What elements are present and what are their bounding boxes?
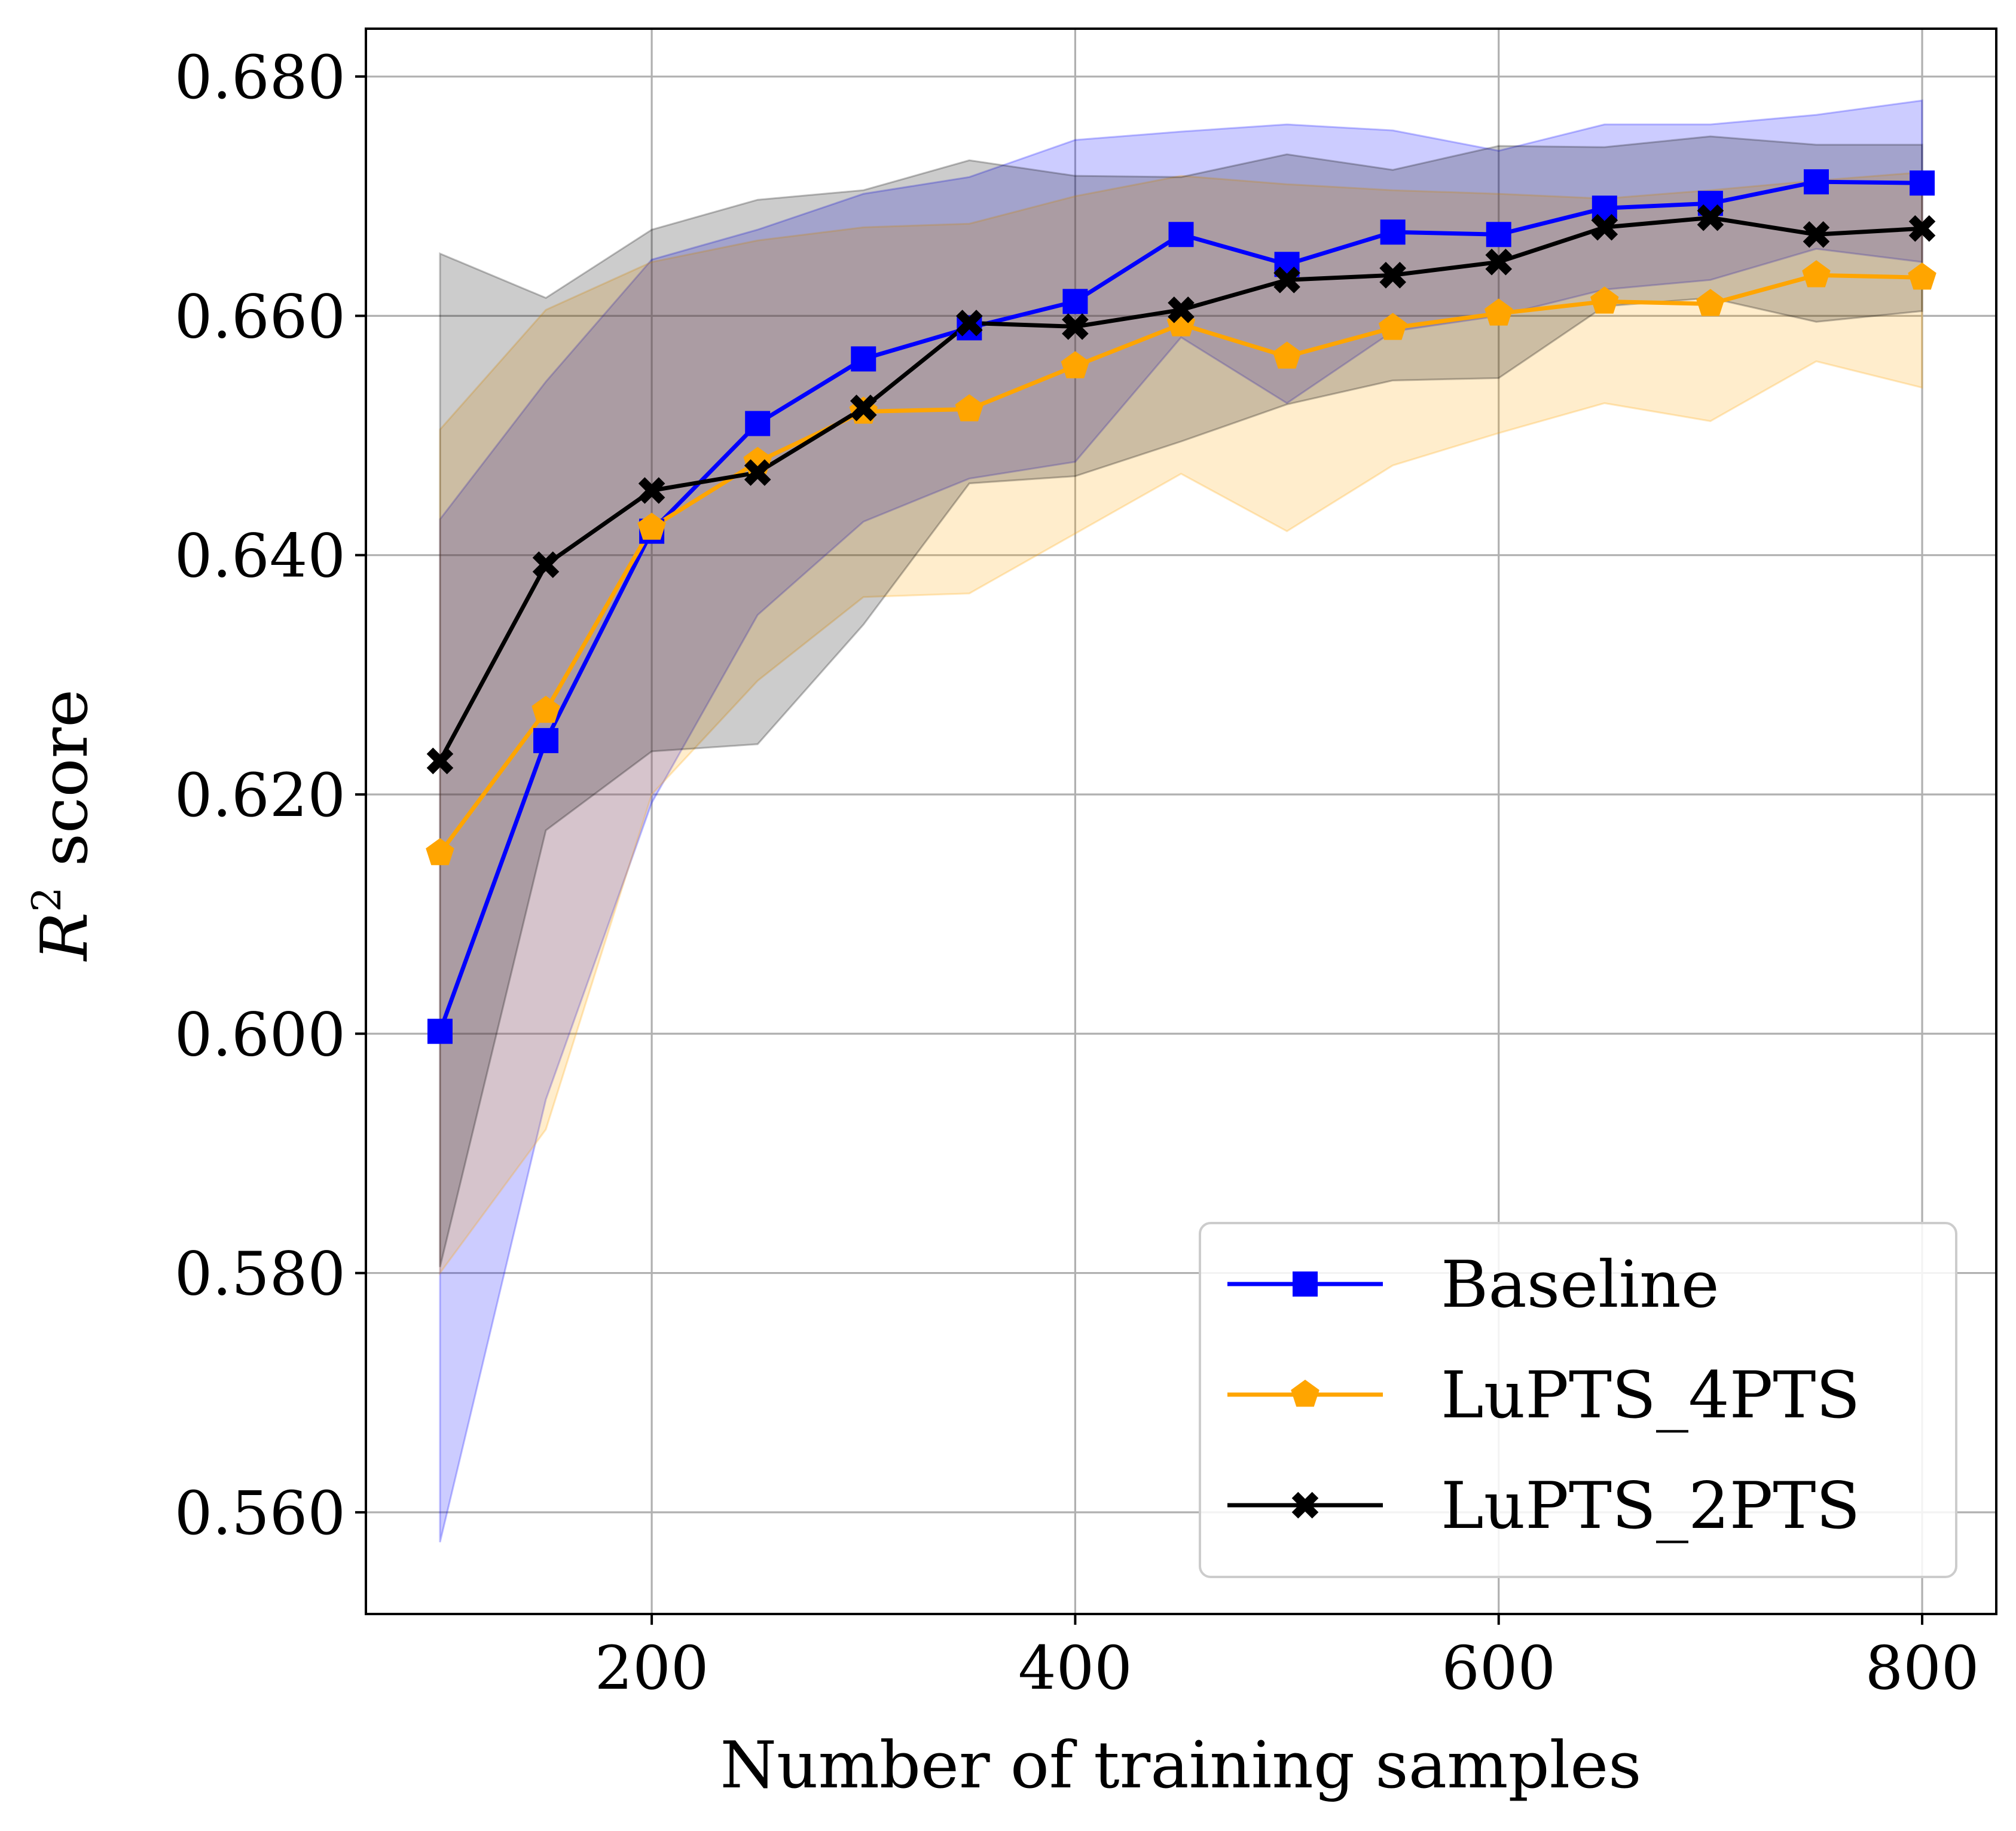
x-axis-ticks: 200 400 600 800 — [595, 1614, 1980, 1703]
band-lupts-4pts — [439, 171, 1923, 1276]
marker-lupts-2pts — [1591, 213, 1618, 241]
marker-lupts-4pts — [1484, 298, 1513, 326]
marker-lupts-2pts — [1273, 267, 1300, 294]
marker-lupts-4pts — [532, 695, 560, 723]
y-axis-ticks: 0.560 0.580 0.600 0.620 0.640 0.660 0.680 — [175, 42, 366, 1548]
legend-entry-lupts-2pts: LuPTS_2PTS — [1227, 1469, 1860, 1543]
marker-lupts-4pts — [1378, 313, 1407, 340]
y-tick-label: 0.560 — [175, 1478, 346, 1548]
marker-baseline — [1168, 222, 1194, 247]
band-baseline — [439, 99, 1923, 1543]
y-tick-label: 0.620 — [175, 760, 346, 830]
marker-baseline — [1803, 169, 1829, 195]
x-tick-label: 400 — [1018, 1633, 1132, 1703]
y-tick-label: 0.600 — [175, 999, 346, 1069]
y-tick-label: 0.640 — [175, 521, 346, 591]
x-tick-label: 200 — [595, 1633, 709, 1703]
marker-baseline — [427, 1019, 453, 1044]
x-tick-label: 800 — [1865, 1633, 1980, 1703]
legend-marker — [1291, 1491, 1319, 1519]
marker-lupts-2pts — [956, 310, 983, 337]
y-axis-label-superscript: 2 — [24, 887, 70, 912]
y-axis-label-r: R — [28, 912, 102, 962]
legend-box — [1199, 1222, 1957, 1578]
marker-lupts-2pts — [1803, 221, 1830, 248]
y-tick-label: 0.660 — [175, 282, 346, 351]
plot-frame — [365, 27, 1997, 1615]
marker-lupts-2pts — [850, 395, 877, 421]
legend-entry-lupts-4pts: LuPTS_4PTS — [1227, 1358, 1860, 1433]
legend-label: Baseline — [1441, 1248, 1719, 1322]
marker-baseline — [851, 346, 876, 372]
marker-lupts-4pts — [1061, 351, 1090, 378]
marker-baseline — [533, 727, 559, 753]
legend-label: LuPTS_2PTS — [1441, 1469, 1860, 1543]
marker-baseline — [745, 411, 771, 436]
marker-lupts-2pts — [1908, 215, 1936, 242]
marker-lupts-2pts — [744, 459, 771, 486]
marker-lupts-2pts — [426, 747, 454, 775]
marker-baseline — [1380, 219, 1406, 245]
marker-lupts-2pts — [532, 551, 560, 578]
legend-entry-baseline: Baseline — [1227, 1248, 1719, 1322]
y-axis-label: R2 score — [24, 689, 102, 962]
marker-lupts-4pts — [1590, 286, 1619, 314]
marker-lupts-4pts — [1908, 262, 1936, 290]
marker-lupts-2pts — [1697, 204, 1724, 231]
marker-lupts-2pts — [1168, 296, 1195, 323]
confidence-bands — [439, 99, 1923, 1543]
marker-baseline — [1910, 170, 1935, 196]
y-tick-label: 0.580 — [175, 1239, 346, 1309]
x-axis-label: Number of training samples — [720, 1728, 1641, 1803]
marker-lupts-4pts — [1802, 260, 1831, 288]
marker-lupts-2pts — [1379, 262, 1406, 289]
marker-lupts-4pts — [637, 512, 666, 540]
legend: Baseline LuPTS_4PTS LuPTS_2PTS — [1199, 1222, 1957, 1578]
marker-lupts-2pts — [1062, 313, 1089, 340]
band-lupts-2pts — [439, 135, 1923, 1267]
marker-baseline — [1062, 289, 1088, 314]
y-axis-label-rest: score — [28, 689, 102, 887]
marker-lupts-4pts — [955, 394, 984, 421]
marker-baseline — [1486, 222, 1511, 247]
legend-marker — [1293, 1271, 1318, 1297]
x-tick-label: 600 — [1441, 1633, 1556, 1703]
marker-lupts-4pts — [426, 838, 454, 866]
marker-lupts-2pts — [1485, 248, 1513, 276]
legend-label: LuPTS_4PTS — [1441, 1358, 1860, 1433]
marker-lupts-4pts — [1272, 341, 1302, 369]
series-markers — [426, 169, 1936, 1044]
marker-lupts-4pts — [1696, 289, 1725, 316]
y-tick-label: 0.680 — [175, 42, 346, 112]
legend-marker — [1291, 1380, 1319, 1407]
marker-lupts-2pts — [638, 477, 665, 504]
